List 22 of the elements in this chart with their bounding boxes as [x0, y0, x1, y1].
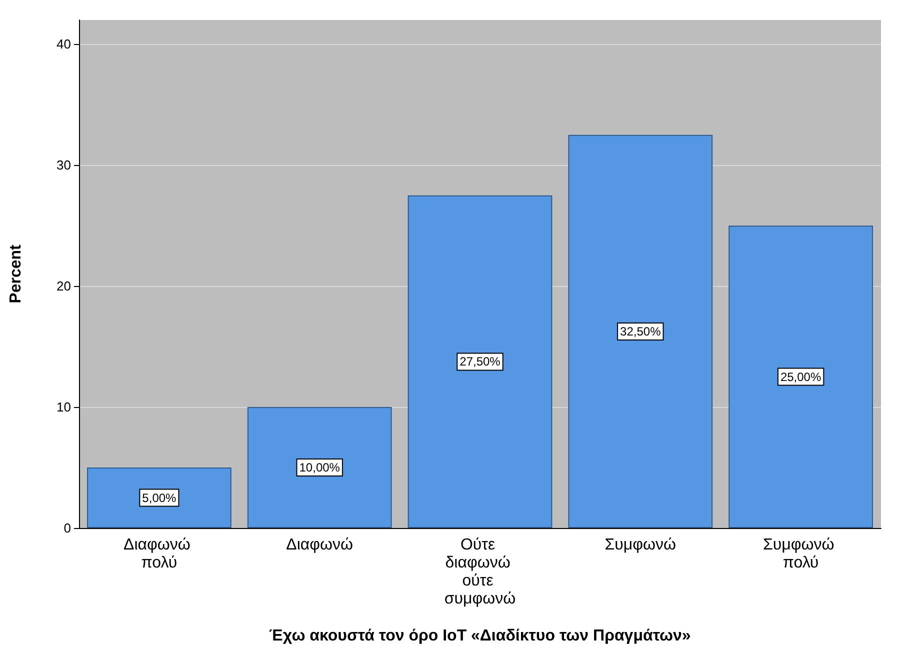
x-tick-label: Συμφωνώ πολύ [762, 536, 839, 572]
data-label: 32,50% [620, 324, 662, 338]
data-label: 27,50% [460, 354, 501, 369]
y-tick-label: 10 [56, 400, 71, 415]
y-tick-label: 0 [64, 520, 71, 536]
x-tick-label: Συμφωνώ [604, 536, 676, 554]
bar [728, 226, 873, 528]
bar [87, 468, 232, 528]
bar [408, 195, 552, 528]
data-label: 10,00% [299, 460, 340, 475]
x-tick-label: Ούτε διαφωνώ ούτε συμφωνώ [444, 536, 516, 608]
data-label: 25,00% [780, 370, 822, 384]
data-label: 5,00% [142, 490, 177, 505]
y-tick-label: 20 [56, 278, 71, 294]
y-tick-label: 40 [56, 36, 71, 52]
bar [247, 407, 392, 528]
y-tick-label: 30 [56, 158, 71, 173]
bar [568, 134, 713, 528]
x-tick-label: Διαφωνώ πολύ [124, 536, 195, 572]
x-axis-title: Έχω ακουστά τον όρο IoT «Διαδίκτυο των Πραγμάτων» [269, 628, 691, 644]
x-tick-label: Διαφωνώ [286, 536, 354, 554]
y-axis-title: Percent [8, 244, 24, 304]
